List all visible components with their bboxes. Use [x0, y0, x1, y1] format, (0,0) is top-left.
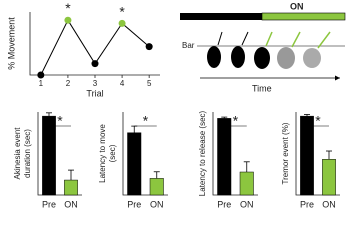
significance-star: *: [143, 113, 149, 129]
x-axis-label: Trial: [86, 88, 103, 98]
figure: ON Bar Time 1 2 3 4 5 Trial % Movement * * Pre ON *…: [6, 0, 346, 209]
on-period-bar: [261, 12, 346, 21]
significance-star: *: [57, 113, 63, 129]
bar: [239, 171, 254, 196]
bar: [217, 118, 232, 196]
y-axis-label: Akinesia event: [13, 127, 22, 180]
mice: [207, 31, 331, 69]
point: [145, 43, 153, 51]
x-tick-label: ON: [322, 199, 336, 209]
time-label: Time: [252, 83, 272, 93]
significance-star: *: [315, 113, 321, 129]
x-tick-label: Pre: [127, 199, 141, 209]
x-tick-label: 2: [66, 79, 71, 88]
point: [37, 71, 45, 79]
x-tick-label: ON: [150, 199, 164, 209]
y-axis-label: % Movement: [6, 17, 16, 70]
bar: [322, 159, 336, 196]
x-tick-label: Pre: [300, 199, 314, 209]
x-tick-label: 4: [120, 79, 125, 88]
time-arrow-head: [335, 75, 340, 81]
y-axis-label: Tremor event (%): [281, 122, 290, 184]
bar: [300, 115, 314, 196]
y-axis-label: Latency to move: [98, 124, 107, 183]
x-tick-label: Pre: [42, 199, 56, 209]
significance-star: *: [119, 4, 125, 20]
x-tick-label: Pre: [217, 199, 231, 209]
axes: [29, 12, 160, 76]
y-axis-label: duration (sec): [23, 129, 32, 178]
point: [64, 16, 72, 24]
point: [91, 60, 99, 68]
y-axis-label: (sec): [108, 144, 117, 162]
significance-star: *: [65, 0, 71, 16]
x-tick-label: 3: [93, 79, 98, 88]
significance-star: *: [233, 113, 239, 129]
bar: [64, 179, 78, 196]
off-period-bar: [180, 13, 262, 20]
bar: [149, 178, 164, 196]
x-tick-label: 5: [147, 79, 152, 88]
bar-label: Bar: [182, 41, 195, 50]
point: [118, 19, 126, 27]
x-tick-label: ON: [64, 199, 78, 209]
on-label: ON: [290, 1, 304, 11]
bar: [127, 132, 142, 196]
x-tick-label: 1: [39, 79, 44, 88]
bar: [42, 115, 56, 196]
y-axis-label: Latency to release (sec): [198, 110, 207, 196]
x-tick-label: ON: [240, 199, 254, 209]
